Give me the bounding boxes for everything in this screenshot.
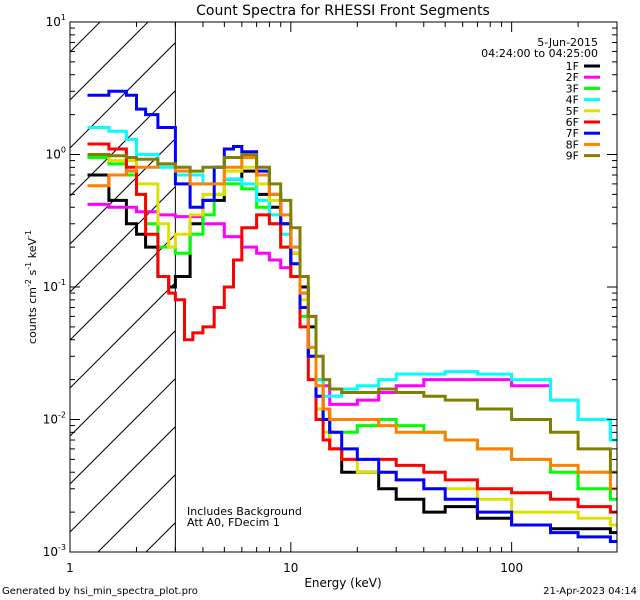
footer-timestamp: 21-Apr-2023 04:14 (543, 586, 637, 597)
series-5F (87, 153, 617, 527)
series-7F (87, 89, 617, 543)
legend-label-2F: 2F (566, 71, 579, 84)
y-axis-ticks: 10-3 10-2 10-1 100 101 (43, 13, 617, 559)
legend-label-7F: 7F (566, 127, 579, 140)
series-layer (87, 89, 617, 543)
legend-label-8F: 8F (566, 138, 579, 151)
series-9F (87, 153, 617, 474)
legend-label-5F: 5F (566, 105, 579, 118)
annotation-background: Includes Background (187, 505, 302, 518)
y-tick-label: 101 (46, 13, 66, 29)
x-axis-label: Energy (keV) (304, 576, 381, 590)
legend-label-1F: 1F (566, 60, 579, 73)
svg-text:counts cm-2 s-1 keV-1: counts cm-2 s-1 keV-1 (24, 230, 39, 344)
x-axis-ticks: 1 10 100 (66, 22, 618, 575)
x-tick-label: 100 (500, 561, 523, 575)
hatch-line (338, 0, 640, 552)
series-2F (87, 202, 617, 442)
hatch-line (530, 0, 640, 552)
hatch-line (482, 0, 640, 552)
y-tick-label: 10-1 (43, 278, 66, 294)
hatch-line (70, 233, 176, 341)
legend-label-9F: 9F (566, 150, 579, 163)
hatch-line (70, 41, 176, 149)
y-axis-label: counts cm-2 s-1 keV-1 (24, 230, 39, 344)
legend-label-6F: 6F (566, 116, 579, 129)
hatch-line (626, 0, 640, 552)
legend: 5-Jun-2015 04:24:00 to 04:25:00 1F2F3F4F… (481, 36, 600, 163)
legend-label-3F: 3F (566, 82, 579, 95)
y-tick-label: 10-2 (43, 411, 66, 427)
x-tick-label: 10 (283, 561, 298, 575)
hatch-line (70, 329, 176, 437)
legend-date: 5-Jun-2015 (537, 36, 598, 49)
hatched-energy-region (70, 0, 640, 552)
y-tick-label: 100 (46, 146, 66, 162)
hatch-line (70, 281, 176, 389)
chart-title: Count Spectra for RHESSI Front Segments (196, 3, 490, 19)
footer-generated-by: Generated by hsi_min_spectra_plot.pro (2, 586, 198, 597)
y-tick-label: 10-3 (43, 543, 66, 559)
hatch-line (70, 185, 176, 293)
hatch-line (70, 425, 176, 533)
hatch-line (70, 377, 176, 485)
series-6F (87, 142, 617, 514)
legend-time-range: 04:24:00 to 04:25:00 (481, 47, 598, 60)
hatch-line (70, 22, 149, 101)
x-tick-label: 1 (66, 561, 74, 575)
legend-label-4F: 4F (566, 94, 579, 107)
series-8F (87, 156, 617, 491)
series-1F (87, 169, 617, 535)
annotation-attenuator: Att A0, FDecim 1 (187, 516, 280, 529)
